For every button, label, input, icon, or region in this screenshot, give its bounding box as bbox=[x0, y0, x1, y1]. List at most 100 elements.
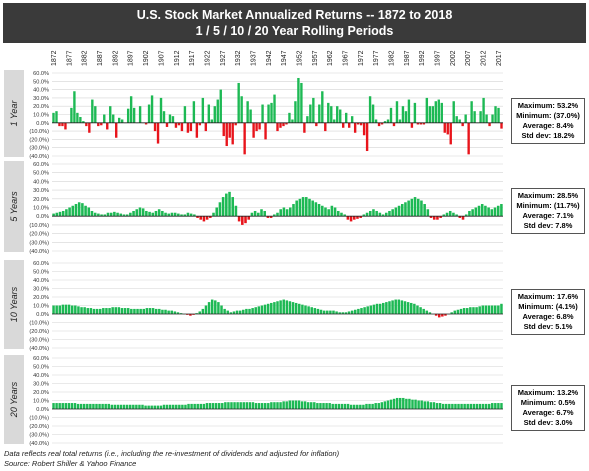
bar bbox=[257, 212, 260, 217]
bar bbox=[466, 403, 469, 409]
bar bbox=[474, 207, 478, 217]
bar bbox=[70, 107, 73, 123]
year-tick-label: 1892 bbox=[112, 50, 119, 66]
bar bbox=[150, 95, 154, 123]
y-tick-label: 60.0% bbox=[33, 356, 49, 362]
bar bbox=[122, 404, 126, 409]
year-tick-label: 1942 bbox=[266, 50, 273, 66]
bar bbox=[189, 122, 193, 132]
summary-max: Maximum: 28.5% bbox=[517, 191, 579, 200]
bar bbox=[84, 205, 87, 217]
bar bbox=[164, 309, 167, 314]
bar bbox=[432, 216, 436, 220]
bar bbox=[100, 122, 103, 126]
bar bbox=[199, 403, 203, 409]
bar bbox=[335, 311, 338, 314]
bar bbox=[403, 301, 407, 314]
bar bbox=[282, 299, 285, 314]
bar bbox=[170, 310, 173, 314]
year-tick-label: 1882 bbox=[82, 50, 89, 66]
bar bbox=[472, 307, 475, 314]
bar bbox=[455, 214, 458, 217]
bar bbox=[234, 122, 237, 126]
bar bbox=[153, 405, 156, 409]
bar bbox=[225, 193, 228, 217]
bar bbox=[228, 191, 231, 217]
bar bbox=[404, 111, 408, 123]
bar bbox=[183, 214, 187, 217]
y-tick-label: 30.0% bbox=[33, 188, 49, 194]
bar bbox=[404, 202, 407, 217]
bar bbox=[161, 309, 164, 314]
y-tick-label: (10.0%) bbox=[29, 129, 49, 135]
bar bbox=[291, 119, 294, 123]
summary-box-5-years: Maximum: 28.5% Minimum: (11.7%) Average:… bbox=[511, 188, 585, 234]
bar bbox=[97, 213, 100, 217]
bar bbox=[103, 114, 106, 123]
bar bbox=[148, 308, 152, 314]
bar bbox=[73, 403, 77, 409]
bar bbox=[359, 216, 362, 218]
bar bbox=[288, 400, 291, 409]
bar bbox=[240, 96, 243, 123]
bar bbox=[239, 402, 242, 409]
bar bbox=[192, 101, 196, 123]
bar bbox=[95, 308, 99, 314]
bar bbox=[82, 121, 85, 123]
bar bbox=[226, 310, 229, 314]
y-tick-label: (40.0%) bbox=[29, 441, 49, 447]
y-tick-label: (30.0%) bbox=[29, 146, 49, 152]
year-tick-label: 1987 bbox=[404, 50, 411, 66]
bar bbox=[221, 197, 225, 217]
y-tick-label: (10.0%) bbox=[29, 416, 49, 422]
bar bbox=[224, 402, 227, 409]
y-tick-label: 20.0% bbox=[33, 390, 49, 396]
bar bbox=[77, 306, 80, 314]
bar bbox=[118, 117, 121, 123]
y-tick-label: 10.0% bbox=[33, 304, 49, 310]
y-tick-label: (30.0%) bbox=[29, 240, 49, 246]
summary-min: Minimum: (11.7%) bbox=[516, 201, 580, 210]
bar bbox=[328, 403, 331, 409]
bar bbox=[201, 97, 205, 123]
bar bbox=[55, 212, 59, 217]
footnote-data: Data reflects real total returns (i.e., … bbox=[4, 449, 340, 458]
bar bbox=[294, 400, 298, 409]
bar bbox=[74, 204, 78, 217]
bar bbox=[82, 403, 86, 409]
bar bbox=[329, 310, 332, 314]
bar bbox=[70, 403, 74, 409]
bar bbox=[362, 122, 366, 136]
bar bbox=[162, 111, 166, 123]
bar bbox=[470, 101, 473, 123]
panel-label: 20 Years bbox=[9, 381, 19, 418]
bar bbox=[279, 209, 282, 217]
bar bbox=[359, 122, 363, 126]
bar bbox=[375, 210, 378, 217]
year-tick-label: 1977 bbox=[373, 50, 380, 66]
bar bbox=[112, 114, 115, 123]
bar bbox=[459, 308, 463, 314]
bar bbox=[248, 308, 251, 314]
bar bbox=[154, 308, 158, 314]
bar bbox=[145, 308, 149, 314]
bar bbox=[58, 305, 62, 314]
bar bbox=[362, 404, 365, 409]
year-tick-label: 1962 bbox=[327, 50, 334, 66]
bar bbox=[126, 308, 130, 314]
bar bbox=[109, 106, 112, 123]
bar bbox=[389, 107, 393, 123]
bar bbox=[309, 104, 312, 123]
bar bbox=[345, 112, 348, 123]
bar bbox=[233, 402, 236, 409]
bar bbox=[177, 213, 180, 217]
bar bbox=[246, 101, 249, 123]
bar bbox=[92, 308, 96, 314]
bar bbox=[247, 216, 250, 220]
bar bbox=[216, 99, 219, 123]
year-tick-label: 2012 bbox=[481, 50, 488, 66]
bar bbox=[453, 310, 457, 314]
bar bbox=[330, 106, 333, 123]
bar bbox=[291, 302, 295, 314]
y-tick-label: 30.0% bbox=[33, 382, 49, 388]
